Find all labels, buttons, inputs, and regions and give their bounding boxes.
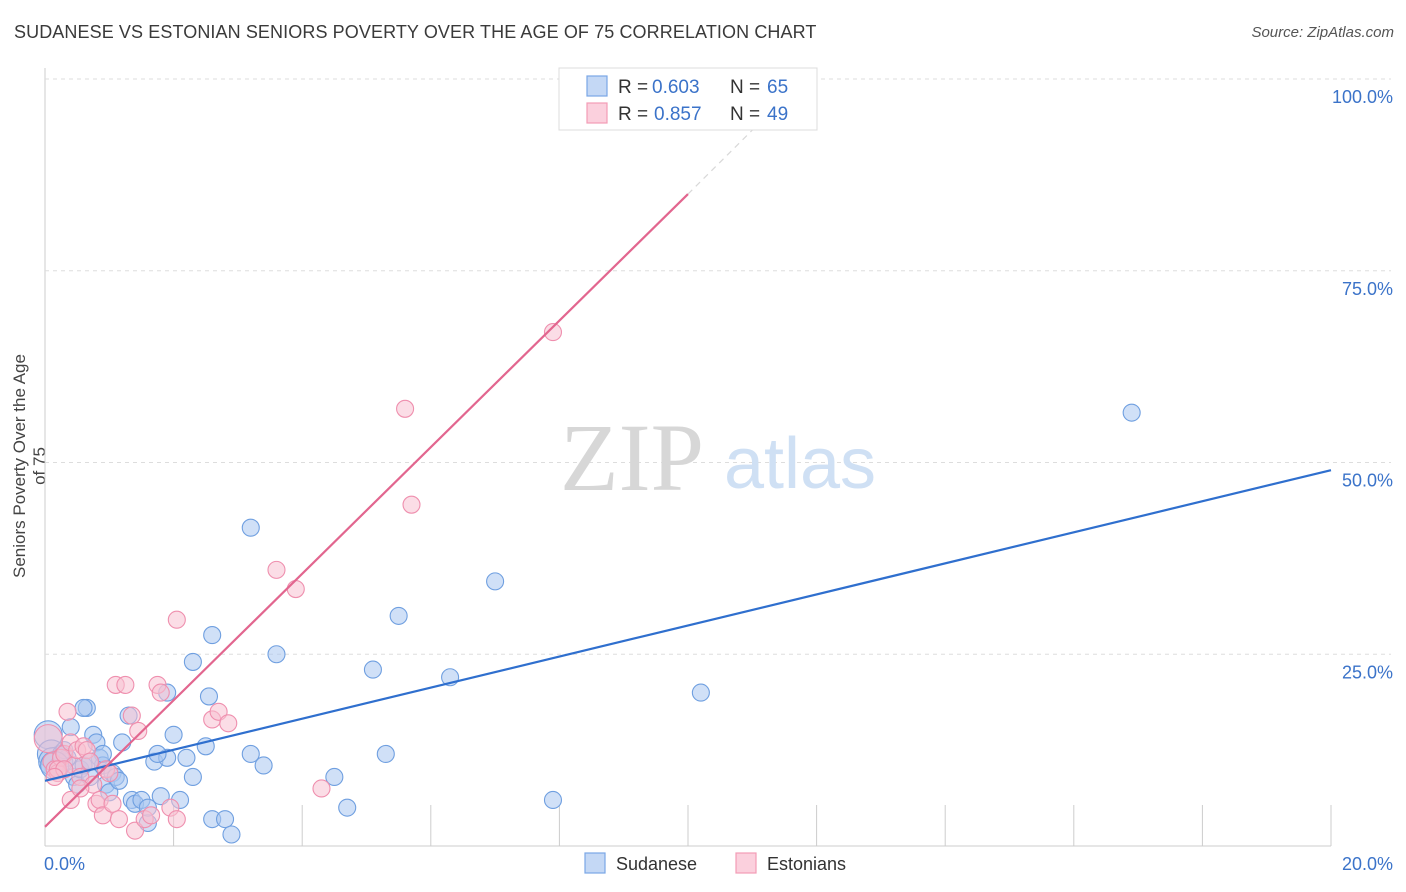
estonians-point [312, 779, 331, 798]
legend-r-value-1: 0.603 [652, 77, 700, 98]
grid-lines [44, 68, 1391, 847]
y-tick-label: 75.0% [1342, 279, 1393, 299]
sudanese-point [215, 810, 235, 829]
estonians-point [122, 706, 141, 725]
sudanese-point [363, 660, 382, 679]
legend-n-label-2: N = [730, 104, 765, 125]
chart-source: Source: ZipAtlas.com [1251, 24, 1394, 41]
sudanese-point [241, 518, 260, 537]
sudanese-point [222, 825, 241, 844]
legend-swatch-sudanese [586, 75, 608, 97]
bottom-legend-swatch-sudanese [584, 852, 606, 874]
sudanese-point [1122, 403, 1141, 422]
estonians-point [286, 580, 305, 599]
legend-swatch-estonians [586, 102, 608, 124]
estonians-point [402, 495, 421, 514]
legend-r-value-2: 0.857 [654, 104, 702, 125]
sudanese-trend-line [44, 469, 1332, 782]
sudanese-point [199, 687, 219, 706]
legend-r-label-1: R = [618, 77, 653, 98]
y-tick-label: 50.0% [1342, 471, 1393, 491]
sudanese-point [183, 767, 202, 787]
chart-title: SUDANESE VS ESTONIAN SENIORS POVERTY OVE… [14, 22, 817, 42]
sudanese-point [543, 790, 563, 810]
x-tick-label: 20.0% [1342, 854, 1393, 874]
estonians-point [116, 675, 135, 694]
estonians-point [142, 806, 161, 825]
bottom-legend-swatch-estonians [735, 852, 757, 874]
x-tick-label: 0.0% [44, 854, 85, 874]
sudanese-point [61, 718, 80, 737]
sudanese-point [183, 652, 202, 671]
watermark-atlas: atlas [724, 424, 876, 504]
sudanese-point [164, 725, 183, 744]
sudanese-point [376, 744, 395, 764]
legend-n-label-1: N = [730, 77, 765, 98]
x-tick-labels: 0.0% 20.0% [44, 854, 1393, 874]
legend-r-label-2: R = [618, 104, 653, 125]
sudanese-point [691, 683, 710, 702]
sudanese-point [254, 756, 273, 775]
bottom-legend: Sudanese Estonians [584, 852, 846, 874]
watermark-zip: ZIP [560, 404, 704, 511]
sudanese-point [389, 606, 408, 625]
estonians-point [129, 721, 148, 741]
bottom-legend-label-estonians: Estonians [767, 854, 846, 874]
estonians-point [103, 794, 122, 813]
estonians-point [396, 399, 415, 418]
estonians-points [33, 69, 582, 840]
estonians-point [219, 714, 238, 733]
estonians-point [109, 810, 128, 829]
y-tick-label: 100.0% [1332, 87, 1393, 107]
estonians-point [267, 560, 286, 579]
sudanese-point [325, 767, 344, 787]
estonians-point [543, 323, 563, 342]
estonians-point [71, 779, 90, 798]
y-tick-labels: 100.0% 75.0% 50.0% 25.0% [1332, 87, 1393, 682]
legend-n-value-1: 65 [767, 77, 788, 98]
sudanese-point [486, 572, 505, 591]
top-legend: R = 0.603 N = 65 R = 0.857 N = 49 [558, 67, 818, 131]
estonians-point [58, 702, 77, 721]
legend-n-value-2: 49 [767, 104, 788, 125]
sudanese-point [177, 748, 196, 767]
y-tick-label: 25.0% [1342, 662, 1393, 682]
estonians-point [167, 610, 186, 629]
sudanese-point [267, 645, 286, 664]
sudanese-point [338, 798, 357, 817]
estonians-point [33, 724, 63, 754]
estonians-point [167, 810, 186, 829]
sudanese-point [203, 626, 222, 645]
sudanese-point [74, 698, 93, 717]
sudanese-point [113, 733, 132, 752]
estonians-point [151, 683, 170, 702]
sudanese-point [241, 744, 260, 764]
estonians-trend-line [44, 193, 689, 828]
bottom-legend-label-sudanese: Sudanese [616, 854, 697, 874]
